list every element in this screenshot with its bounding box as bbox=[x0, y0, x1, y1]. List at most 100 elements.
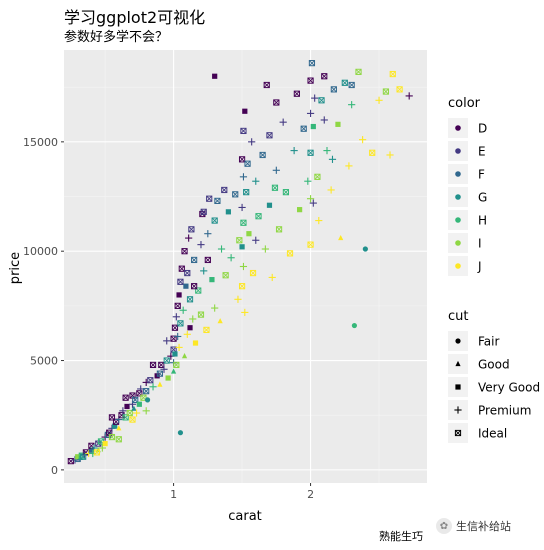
data-point bbox=[227, 254, 235, 262]
data-point bbox=[206, 195, 213, 202]
data-point bbox=[132, 396, 139, 403]
data-point bbox=[232, 191, 239, 198]
data-points bbox=[67, 60, 413, 465]
data-point bbox=[221, 186, 228, 194]
data-point bbox=[149, 383, 157, 391]
data-point bbox=[178, 265, 185, 272]
data-point bbox=[234, 295, 242, 303]
legend-key-color-I bbox=[455, 240, 461, 246]
legend-label-color-D: D bbox=[478, 122, 487, 136]
data-point bbox=[236, 237, 243, 244]
data-point bbox=[307, 149, 314, 156]
data-point bbox=[197, 241, 205, 249]
data-point bbox=[290, 146, 298, 155]
data-point bbox=[307, 241, 314, 248]
legend-key-cut-fair bbox=[455, 338, 461, 344]
x-tick-label: 1 bbox=[170, 488, 177, 501]
data-point bbox=[133, 409, 141, 417]
legend-label-color-H: H bbox=[478, 214, 487, 228]
data-point bbox=[222, 272, 229, 279]
data-point bbox=[279, 118, 287, 126]
data-point bbox=[252, 236, 260, 244]
chart-subtitle: 参数好多学不会？ bbox=[64, 30, 169, 45]
data-point bbox=[306, 195, 315, 203]
data-point bbox=[318, 97, 325, 104]
data-point bbox=[108, 433, 116, 441]
data-point bbox=[330, 86, 337, 93]
data-point bbox=[80, 453, 87, 460]
data-point bbox=[386, 151, 394, 159]
wechat-icon: ✿ bbox=[436, 518, 452, 534]
data-point bbox=[156, 370, 163, 377]
data-point bbox=[348, 81, 355, 89]
data-point bbox=[93, 449, 100, 456]
data-point bbox=[163, 357, 170, 364]
data-point bbox=[188, 226, 195, 233]
legend-key-cut-good bbox=[455, 360, 461, 367]
data-point bbox=[315, 216, 323, 225]
data-point bbox=[209, 277, 215, 283]
axes: 1 2 0 5000 10000 15000 bbox=[23, 136, 314, 501]
data-point bbox=[239, 244, 245, 250]
y-tick-label: 5000 bbox=[30, 355, 58, 368]
data-point bbox=[348, 101, 356, 109]
data-point bbox=[239, 262, 248, 271]
data-point bbox=[214, 197, 221, 204]
legend-label-cut: Fair bbox=[478, 335, 499, 349]
x-tick-label: 2 bbox=[307, 488, 314, 501]
data-point bbox=[189, 315, 197, 323]
data-point bbox=[98, 444, 106, 452]
data-point bbox=[300, 125, 307, 132]
legend-key-color-G bbox=[455, 194, 461, 200]
legend-title-color: color bbox=[448, 96, 481, 111]
data-point bbox=[191, 256, 198, 264]
data-point bbox=[275, 226, 283, 233]
data-point bbox=[131, 405, 137, 411]
data-point bbox=[335, 121, 341, 127]
data-point bbox=[282, 189, 290, 196]
data-point bbox=[186, 296, 194, 303]
data-point bbox=[115, 436, 122, 443]
data-point bbox=[238, 156, 246, 163]
data-point bbox=[200, 208, 207, 215]
data-point bbox=[172, 313, 180, 321]
data-point bbox=[328, 155, 337, 163]
data-point bbox=[192, 340, 199, 346]
chart-title: 学习ggplot2可视化 bbox=[64, 8, 206, 27]
data-point bbox=[183, 330, 191, 338]
data-point bbox=[248, 138, 256, 146]
data-point bbox=[144, 397, 151, 403]
data-point bbox=[160, 365, 168, 373]
data-point bbox=[119, 407, 127, 415]
data-point bbox=[187, 325, 193, 331]
data-point bbox=[246, 231, 252, 237]
data-point bbox=[259, 151, 266, 159]
data-point bbox=[405, 92, 413, 100]
data-point bbox=[170, 368, 177, 374]
legend-label-color-J: J bbox=[477, 260, 482, 274]
data-point bbox=[211, 304, 219, 312]
data-point bbox=[240, 127, 247, 135]
data-point bbox=[310, 123, 316, 130]
data-point bbox=[375, 96, 383, 104]
data-point bbox=[129, 416, 136, 423]
data-point bbox=[177, 430, 184, 436]
data-point bbox=[203, 326, 210, 334]
data-point bbox=[263, 81, 270, 89]
y-tick-label: 10000 bbox=[23, 245, 58, 258]
data-point bbox=[320, 116, 328, 124]
data-point bbox=[147, 377, 154, 384]
data-point bbox=[369, 149, 376, 156]
data-point bbox=[171, 324, 179, 331]
legend-key-color-D bbox=[455, 125, 461, 131]
y-axis-title: price bbox=[8, 252, 23, 284]
data-point bbox=[314, 173, 321, 180]
legend-label-color-E: E bbox=[478, 145, 486, 159]
data-point bbox=[351, 322, 357, 329]
data-point bbox=[136, 401, 142, 407]
data-point bbox=[149, 361, 157, 369]
data-point bbox=[174, 302, 181, 309]
data-point bbox=[309, 199, 317, 207]
data-point bbox=[175, 343, 183, 352]
data-point bbox=[177, 278, 184, 285]
